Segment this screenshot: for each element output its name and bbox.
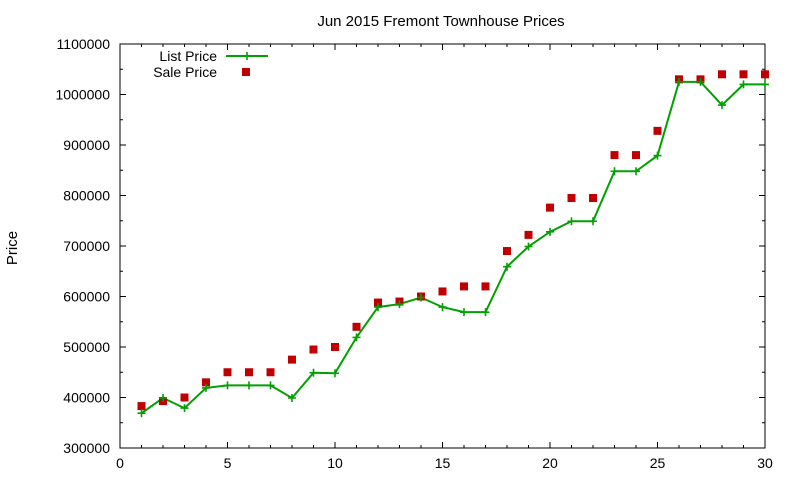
sale-price-point [610, 151, 619, 160]
sale-price-point [481, 282, 490, 291]
y-tick-label: 300000 [63, 440, 110, 456]
sale-price-point [567, 194, 576, 203]
sale-price-point [374, 298, 382, 307]
list-price-point [503, 262, 511, 271]
legend-label-sale-price: Sale Price [153, 64, 217, 80]
y-tick-label: 1100000 [57, 36, 111, 52]
list-price-point [137, 409, 146, 418]
sale-price-point [653, 126, 662, 135]
sale-price-point [438, 287, 447, 296]
sale-price-point [739, 70, 748, 79]
list-price-point [417, 293, 425, 302]
sale-price-point [632, 151, 640, 160]
list-price-point [632, 167, 640, 176]
list-price-point [438, 303, 447, 312]
list-price-point [761, 80, 769, 89]
x-tick-label: 20 [542, 455, 558, 471]
list-price-point [223, 381, 232, 390]
y-tick-label: 500000 [63, 339, 110, 355]
legend-marker-sale-price [242, 68, 250, 76]
sale-price-point [309, 345, 318, 354]
sale-price-point [718, 70, 726, 79]
x-tick-label: 0 [116, 455, 124, 471]
x-tick-label: 25 [650, 455, 666, 471]
list-price-point [460, 308, 468, 317]
list-price-point [739, 80, 748, 89]
list-price-point [288, 394, 296, 403]
y-tick-label: 800000 [63, 188, 110, 204]
list-price-point [524, 242, 533, 251]
list-price-point [374, 303, 382, 312]
list-price-point [159, 394, 167, 403]
list-price-point [718, 101, 726, 110]
list-price-point [696, 77, 705, 86]
legend-marker-list-price [243, 52, 251, 60]
list-price-point [309, 368, 318, 377]
sale-price-point [266, 368, 275, 377]
sale-price-point [223, 368, 232, 377]
legend-label-list-price: List Price [159, 48, 217, 64]
sale-price-point [503, 247, 511, 256]
sale-price-point [137, 402, 146, 411]
x-tick-label: 15 [435, 455, 451, 471]
x-tick-label: 5 [224, 455, 232, 471]
sale-price-point [546, 203, 554, 212]
sale-price-point [761, 70, 769, 79]
chart-title: Jun 2015 Fremont Townhouse Prices [317, 13, 564, 30]
list-price-point [653, 151, 662, 160]
plot-area: 0 5 10 15 20 25 30 300000 400000 500000 600000 7000… [55, 36, 773, 471]
list-price-point [567, 217, 576, 226]
sale-price-point [331, 343, 339, 351]
x-tick-label: 30 [757, 455, 773, 471]
y-tick-label: 700000 [63, 238, 110, 254]
list-price-point [395, 300, 404, 309]
list-price-point [610, 167, 619, 176]
list-price-point [589, 217, 597, 226]
y-tick-label: 900000 [63, 137, 110, 153]
list-price-point [675, 77, 683, 86]
list-price-point [245, 381, 253, 390]
sale-price-point [180, 393, 189, 402]
list-price-point [481, 308, 490, 317]
sale-price-point [589, 194, 597, 203]
list-price-point [331, 369, 339, 378]
y-tick-label: 400000 [63, 390, 110, 406]
x-tick-label: 10 [327, 455, 343, 471]
list-price-point [352, 333, 361, 342]
list-price-point [266, 381, 275, 390]
y-axis-label: Price [4, 231, 21, 265]
sale-price-point [352, 322, 361, 331]
sale-price-point [524, 230, 533, 239]
y-tick-label: 600000 [63, 289, 110, 305]
y-tick-label: 1000000 [55, 87, 110, 103]
list-price-point [202, 383, 210, 392]
sale-price-point [288, 355, 296, 364]
sale-price-point [202, 378, 210, 387]
sale-price-point [245, 368, 253, 377]
sale-price-point [460, 282, 468, 291]
list-price-point [180, 404, 189, 413]
list-price-point [546, 227, 554, 236]
